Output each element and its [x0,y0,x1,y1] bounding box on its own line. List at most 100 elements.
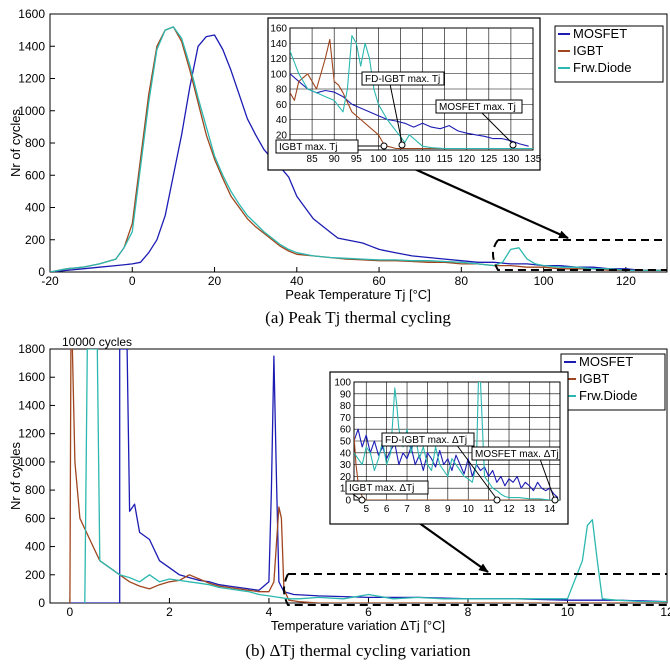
inset-y-tick-label: 0 [345,496,351,507]
x-tick-label: 12 [660,605,670,619]
inset-series-line-mosfet [290,73,529,147]
inset-y-tick-label: 60 [340,425,352,436]
chart-a-inset-annotations: IGBT max. Tj FD-IGBT max. Tj MOSFET max.… [275,71,523,154]
chart-b-y-label: Nr of cycles [8,442,23,510]
legend-label-mosfet: MOSFET [573,26,627,41]
chart-a-inset: 0204060801001201401608590951001051101151… [267,17,542,171]
inset-y-tick-label: 40 [340,448,352,459]
inset-x-tick-label: 115 [437,154,453,165]
chart-a-caption: (a) Peak Tj thermal cycling [265,308,451,327]
inset-series-line-frw-diode [354,382,560,500]
inset-y-tick-label: 140 [270,39,287,50]
x-tick-label: 20 [208,274,222,288]
inset-x-tick-label: 5 [363,504,369,515]
inset-y-tick-label: 100 [270,69,287,80]
annotation-fd-igbt-max-tj: FD-IGBT max. Tj [365,74,440,85]
x-tick-label: 8 [465,605,472,619]
x-tick-label: 120 [616,274,636,288]
inset-x-tick-label: 12 [503,504,515,515]
chart-b-y-axis: 0 200 400 600 800 1000 1200 1400 1600 1800 [18,342,55,610]
x-tick-label: -20 [41,274,59,288]
annotation-igbt-max-dtj: IGBT max. ΔTj [349,483,414,494]
inset-y-tick-label: 20 [340,472,352,483]
inset-x-tick-label: 90 [329,154,341,165]
inset-x-tick-label: 110 [415,154,431,165]
legend-label-igbt: IGBT [579,371,609,386]
x-tick-label: 0 [67,605,74,619]
inset-y-tick-label: 120 [270,54,287,65]
inset-x-tick-label: 7 [404,504,410,515]
inset-x-tick-label: 85 [307,154,319,165]
chart-b-zoom-arrow [414,519,489,573]
inset-y-tick-label: 70 [340,413,352,424]
inset-x-tick-label: 130 [503,154,520,165]
chart-b-caption: (b) ΔTj thermal cycling variation [245,641,471,660]
y-tick-label: 600 [25,511,45,525]
chart-a-x-axis: -20 0 20 40 60 80 100 120 [41,267,636,288]
y-tick-label: 600 [25,168,45,182]
inset-y-tick-label: 80 [276,85,288,96]
x-tick-label: 10 [561,605,575,619]
series-line-mosfet [50,34,667,272]
y-tick-label: 1000 [18,104,45,118]
x-tick-label: 0 [129,274,136,288]
y-tick-label: 1600 [18,370,45,384]
x-tick-label: 2 [166,605,173,619]
inset-x-tick-label: 95 [351,154,363,165]
y-tick-label: 1400 [18,39,45,53]
x-tick-label: 40 [290,274,304,288]
chart-a-y-axis: 0 200 400 600 800 1000 1200 1400 1600 [18,7,55,279]
chart-b-zoom-region [283,573,667,606]
inset-y-tick-label: 40 [276,115,288,126]
annotation-igbt-max-tj: IGBT max. Tj [279,142,338,153]
x-tick-label: 80 [455,274,469,288]
series-line-igbt [50,26,667,272]
chart-b-legend: MOSFET IGBT Frw.Diode [560,353,666,411]
inset-y-tick-label: 20 [276,130,288,141]
y-tick-label: 1200 [18,427,45,441]
inset-x-tick-label: 8 [425,504,431,515]
inset-x-tick-label: 135 [525,154,542,165]
inset-x-tick-label: 10 [463,504,475,515]
chart-b-inset-annotations: IGBT max. ΔTj FD-IGBT max. ΔTj MOSFET ma… [345,432,561,504]
chart-a-zoom-region [492,239,667,271]
legend-label-mosfet: MOSFET [579,354,633,369]
chart-a-y-label: Nr of cycles [8,109,23,177]
inset-y-tick-label: 100 [334,378,351,389]
inset-x-tick-label: 125 [480,154,497,165]
y-tick-label: 1000 [18,455,45,469]
x-tick-label: 4 [266,605,273,619]
y-tick-label: 400 [25,540,45,554]
y-tick-label: 200 [25,233,45,247]
x-tick-label: 60 [372,274,386,288]
series-line-igbt [69,349,667,603]
inset-y-tick-label: 90 [340,389,352,400]
chart-a-zoom-arrow [389,156,569,240]
inset-x-tick-label: 105 [392,154,409,165]
y-tick-label: 800 [25,483,45,497]
y-tick-label: 1800 [18,342,45,356]
annotation-mosfet-max-dtj: MOSFET max. ΔTj [475,449,559,460]
inset-x-tick-label: 14 [544,504,556,515]
y-tick-label: 0 [38,596,45,610]
chart-b-x-label: Temperature variation ΔTj [°C] [271,618,445,633]
chart-a-series [50,26,667,272]
inset-x-tick-label: 9 [445,504,451,515]
inset-x-tick-label: 11 [483,504,494,515]
chart-b-top-annotation: 10000 cycles [62,335,132,349]
inset-x-tick-label: 13 [524,504,536,515]
annotation-mosfet-max-tj: MOSFET max. Tj [439,102,516,113]
series-line-frw-diode [50,26,667,272]
y-tick-label: 400 [25,201,45,215]
y-tick-label: 1400 [18,398,45,412]
inset-x-tick-label: 120 [458,154,475,165]
inset-x-tick-label: 100 [370,154,387,165]
y-tick-label: 800 [25,136,45,150]
inset-y-tick-label: 160 [270,24,287,35]
x-tick-label: 100 [534,274,554,288]
y-tick-label: 0 [38,265,45,279]
